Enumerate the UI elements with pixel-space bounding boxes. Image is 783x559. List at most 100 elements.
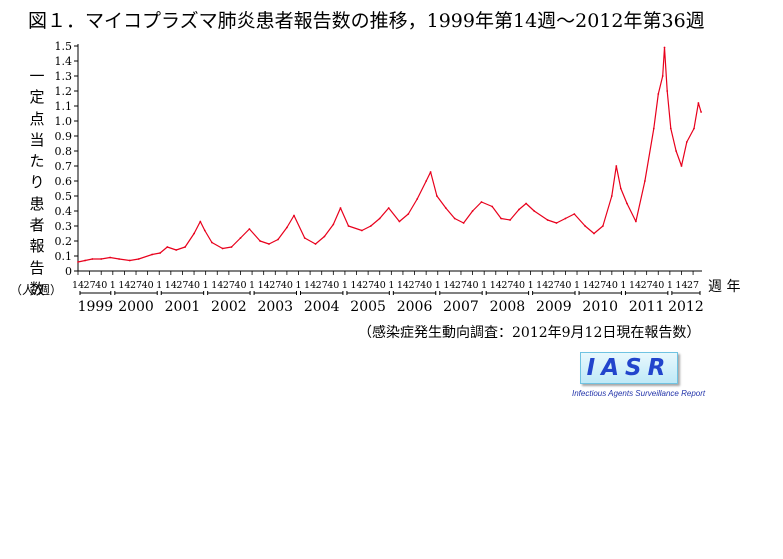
data-point (680, 165, 683, 167)
x-week-label: 40 (606, 280, 618, 291)
x-week-label: 27 (548, 280, 560, 291)
x-week-label: 40 (327, 280, 339, 291)
x-week-label: 1 (481, 280, 487, 291)
y-axis-label: 一定点当たり患者報告数 (28, 66, 46, 300)
x-week-label: 14 (397, 280, 409, 291)
data-point (175, 249, 178, 251)
data-point (635, 220, 637, 223)
data-point (303, 237, 306, 239)
x-year-label: 2005 (350, 299, 386, 315)
data-point (100, 258, 103, 260)
data-point (453, 217, 456, 220)
data-point (610, 195, 613, 197)
data-point (387, 207, 390, 209)
y-tick-label: 0.2 (55, 235, 73, 248)
data-point (663, 46, 666, 49)
data-point (398, 220, 401, 223)
data-point (151, 253, 154, 256)
data-point (471, 210, 474, 212)
data-point (444, 207, 447, 209)
data-point (166, 246, 169, 248)
chart-title: 図１．マイコプラズマ肺炎患者報告数の推移，1999年第14週～2012年第36週 (28, 10, 705, 32)
data-point (230, 246, 233, 248)
data-point (491, 205, 494, 208)
data-point (652, 127, 655, 130)
data-point (573, 213, 576, 215)
chart-series (77, 46, 702, 263)
data-point (509, 219, 511, 221)
data-point (221, 247, 224, 250)
y-axis-label-char: 患 (29, 194, 45, 213)
y-axis-label-char: 数 (29, 279, 45, 298)
y-tick-label: 1.5 (55, 40, 73, 53)
y-axis-label-char: 報 (29, 237, 45, 256)
data-point (407, 213, 410, 215)
x-week-label: 27 (641, 280, 653, 291)
x-week-label: 40 (234, 280, 246, 291)
x-week-label: 14 (443, 280, 455, 291)
data-point (436, 195, 438, 197)
x-week-label: 40 (374, 280, 386, 291)
x-week-label: 27 (594, 280, 606, 291)
data-point (378, 217, 381, 220)
x-week-label: 1 (574, 280, 580, 291)
data-point (593, 232, 595, 235)
data-point (323, 235, 326, 238)
y-tick-label: 0.8 (55, 145, 73, 158)
x-year-label: 2000 (118, 299, 154, 315)
x-year-label: 2011 (629, 299, 665, 315)
data-point (700, 111, 702, 113)
x-week-label: 27 (501, 280, 513, 291)
y-axis-label-char: 者 (29, 216, 45, 235)
x-week-label: 40 (513, 280, 525, 291)
source-note: （感染症発生動向調査：2012年9月12日現在報告数） (358, 325, 701, 341)
data-point (286, 226, 288, 229)
x-week-label: 1 (620, 280, 626, 291)
x-year-label: 2001 (165, 299, 201, 315)
x-week-label: 40 (281, 280, 293, 291)
x-year-label: 2008 (490, 299, 526, 315)
x-week-label: 40 (420, 280, 432, 291)
data-point (697, 102, 700, 104)
x-week-label: 1 (342, 280, 348, 291)
data-point (685, 141, 688, 143)
x-week-label: 14 (629, 280, 641, 291)
x-year-label: 1999 (78, 299, 114, 315)
x-week-label: 14 (675, 280, 687, 291)
data-point (84, 259, 86, 262)
x-week-label: 40 (95, 280, 107, 291)
data-point (525, 202, 527, 205)
y-tick-label: 0.9 (55, 130, 73, 143)
y-axis-ticks: 0 0.1 0.2 0.3 0.4 0.5 0.6 0.7 0.8 0.9 1.0 1.1 1.2 1.3… (55, 40, 78, 278)
x-week-label: 1 (249, 280, 255, 291)
x-week-label: 27 (223, 280, 235, 291)
x-week-label: 1 (110, 280, 116, 291)
y-tick-label: 0.7 (55, 160, 73, 173)
x-year-label: 2009 (536, 299, 572, 315)
data-point (239, 237, 242, 239)
x-week-label: 1 (388, 280, 394, 291)
data-point (339, 207, 342, 209)
x-axis-unit: 週 年 (708, 279, 741, 295)
chart-axes (77, 44, 702, 272)
y-tick-label: 0 (65, 265, 72, 278)
x-week-label: 27 (687, 280, 699, 291)
x-week-label: 14 (350, 280, 362, 291)
y-tick-label: 1.1 (55, 100, 73, 113)
data-point (602, 225, 604, 227)
data-point (657, 93, 660, 95)
x-year-label: 2002 (211, 299, 247, 315)
x-week-label: 14 (536, 280, 548, 291)
data-point (193, 232, 196, 235)
data-point (268, 243, 270, 245)
x-week-label: 27 (269, 280, 281, 291)
data-point (693, 127, 695, 130)
x-year-label: 2007 (443, 299, 479, 315)
data-point (425, 180, 428, 182)
data-point (159, 252, 162, 254)
data-point (109, 256, 111, 259)
y-tick-label: 0.1 (55, 250, 73, 263)
y-axis-label-char: り (29, 173, 45, 192)
y-axis-label-char: 一 (29, 67, 45, 85)
